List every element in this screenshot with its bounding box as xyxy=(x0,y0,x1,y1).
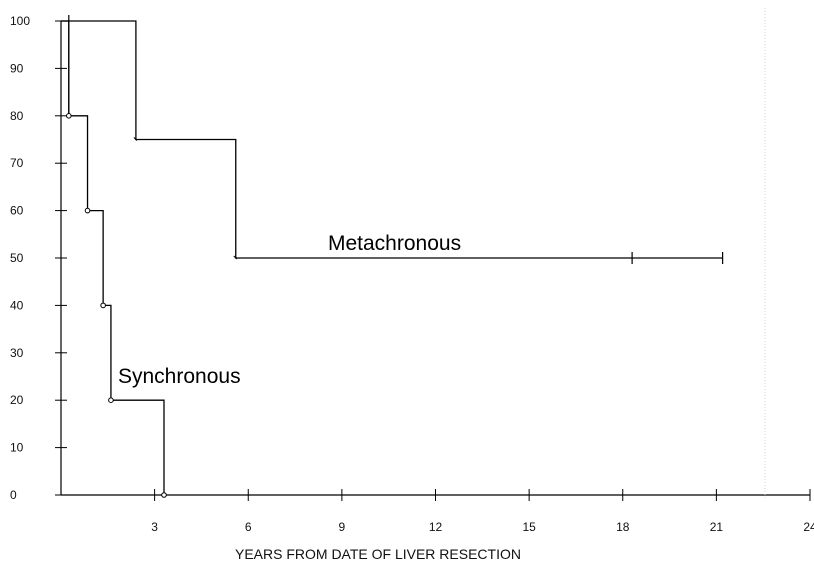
survival-curves xyxy=(61,15,724,498)
event-marker xyxy=(100,302,106,309)
x-tick-label: 24 xyxy=(803,520,814,534)
y-tick-label: 10 xyxy=(10,441,24,455)
x-tick-label: 6 xyxy=(245,520,252,534)
chart-axes xyxy=(55,20,811,501)
survival-step-line xyxy=(61,20,165,495)
x-tick-label: 21 xyxy=(710,520,724,534)
series-label-synchronous: Synchronous xyxy=(118,365,241,388)
y-tick-label: 80 xyxy=(10,109,24,123)
series-label-metachronous: Metachronous xyxy=(328,232,461,255)
event-marker xyxy=(233,255,238,260)
x-tick-label: 18 xyxy=(616,520,630,534)
event-marker xyxy=(84,207,91,214)
x-tick-label: 15 xyxy=(522,520,536,534)
event-marker xyxy=(108,397,114,404)
y-tick-label: 40 xyxy=(10,298,24,312)
survival-step-line xyxy=(61,20,723,259)
y-tick-label: 50 xyxy=(10,251,24,265)
y-tick-label: 100 xyxy=(10,14,30,28)
x-tick-label: 9 xyxy=(339,520,346,534)
y-tick-label: 70 xyxy=(10,156,24,170)
x-tick-label: 3 xyxy=(151,520,158,534)
event-marker xyxy=(66,113,72,119)
y-tick-label: 0 xyxy=(10,488,17,502)
x-tick-labels: 3 6 9 12 15 18 21 24 xyxy=(151,520,814,534)
y-tick-label: 60 xyxy=(10,204,24,218)
series-synchronous xyxy=(61,15,167,498)
event-marker xyxy=(161,492,167,498)
y-tick-label: 30 xyxy=(10,346,24,360)
series-metachronous xyxy=(61,20,724,264)
y-tick-label: 20 xyxy=(10,393,24,407)
x-tick-label: 12 xyxy=(429,520,443,534)
x-axis-label: YEARS FROM DATE OF LIVER RESECTION xyxy=(235,546,521,562)
y-tick-label: 90 xyxy=(10,61,24,75)
event-marker xyxy=(133,137,138,141)
y-tick-labels: 0 10 20 30 40 50 60 70 80 90 100 xyxy=(10,14,30,502)
